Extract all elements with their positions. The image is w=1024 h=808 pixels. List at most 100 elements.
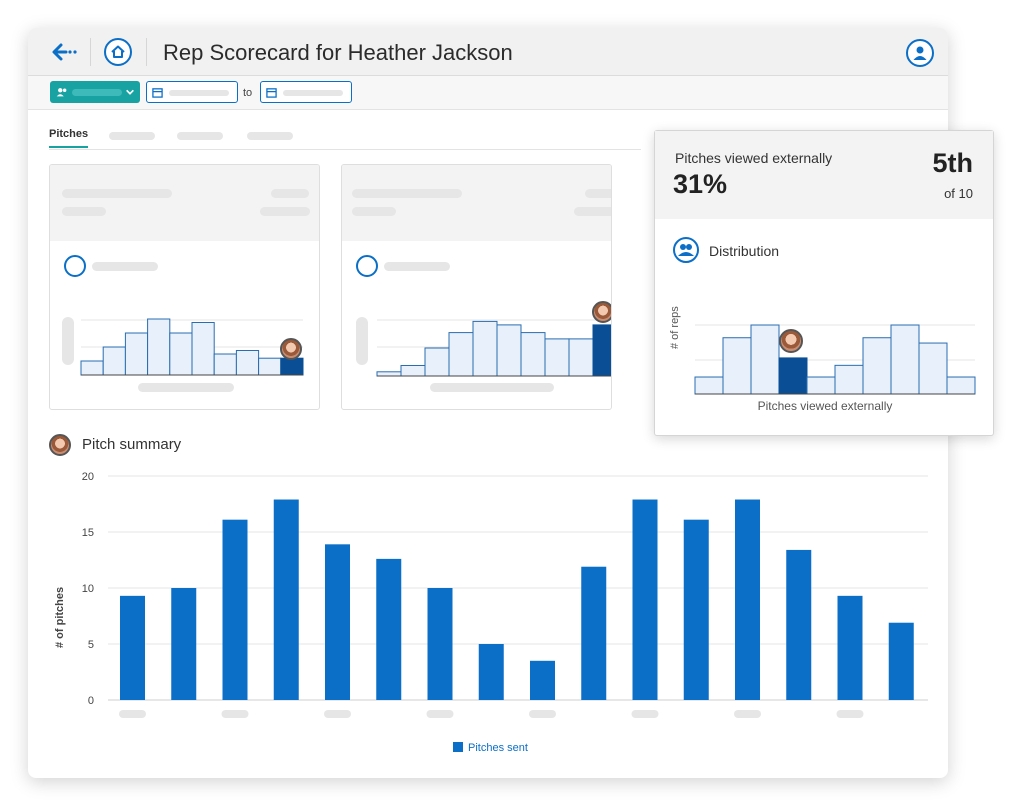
bar	[120, 595, 145, 700]
start-date-field[interactable]	[146, 81, 238, 103]
placeholder	[585, 189, 611, 198]
histogram-bar	[862, 337, 892, 395]
team-icon	[64, 255, 86, 277]
calendar-icon	[266, 88, 277, 98]
filter-bar: to	[28, 76, 948, 110]
home-button[interactable]	[104, 38, 132, 66]
histogram-bar	[918, 342, 948, 395]
date-placeholder	[283, 90, 343, 96]
histogram-bar	[890, 324, 920, 395]
distribution-histogram	[694, 324, 976, 395]
histogram-bar	[520, 332, 546, 377]
y-tick-label: 5	[88, 639, 94, 651]
title-bar: Rep Scorecard for Heather Jackson	[28, 28, 948, 76]
divider	[146, 38, 147, 66]
tab-placeholder[interactable]	[109, 132, 155, 140]
placeholder	[574, 207, 611, 216]
distribution-x-label: Pitches viewed externally	[757, 399, 893, 413]
user-profile-button[interactable]	[906, 39, 934, 67]
metric-card[interactable]	[341, 164, 612, 410]
bar	[683, 519, 709, 700]
placeholder	[352, 207, 396, 216]
calendar-icon	[152, 88, 163, 98]
placeholder	[62, 189, 172, 198]
histogram-bar	[750, 324, 780, 395]
placeholder	[62, 207, 106, 216]
histogram-bar	[235, 350, 260, 376]
tab-placeholder[interactable]	[177, 132, 223, 140]
mini-histogram	[376, 319, 611, 377]
end-date-field[interactable]	[260, 81, 352, 103]
rep-selector-placeholder	[72, 89, 122, 96]
card-header	[342, 165, 611, 241]
highlighted-bar	[778, 357, 808, 395]
x-tick-placeholder	[119, 710, 146, 718]
x-tick-placeholder	[426, 710, 454, 718]
bar	[376, 558, 402, 700]
home-icon	[111, 45, 125, 58]
team-icon	[356, 255, 378, 277]
histogram-bar	[496, 324, 522, 377]
user-icon	[913, 46, 927, 60]
placeholder	[384, 262, 450, 271]
y-tick-label: 10	[82, 583, 94, 595]
histogram-bar	[80, 360, 104, 376]
x-tick-placeholder	[221, 710, 249, 718]
x-tick-placeholder	[631, 710, 659, 718]
histogram-bar	[946, 376, 976, 395]
mini-histogram	[80, 318, 304, 376]
distribution-title: Distribution	[709, 243, 780, 259]
bar	[171, 588, 197, 700]
placeholder	[260, 207, 310, 216]
metric-card[interactable]	[49, 164, 320, 410]
histogram-bar	[834, 364, 864, 395]
placeholder	[92, 262, 158, 271]
bar	[837, 595, 863, 700]
bar	[786, 549, 812, 700]
placeholder	[430, 383, 554, 392]
bar	[735, 499, 760, 700]
metric-rank: 5th	[932, 148, 974, 178]
metric-rank-total: of 10	[944, 186, 973, 201]
y-tick-label: 15	[82, 527, 94, 539]
histogram-bar	[147, 318, 171, 376]
histogram-bar	[376, 371, 402, 377]
histogram-bar	[213, 353, 237, 376]
placeholder	[352, 189, 462, 198]
pitch-summary-title: Pitch summary	[82, 436, 182, 453]
bar	[273, 499, 299, 700]
highlighted-bar	[592, 324, 611, 377]
histogram-bar	[124, 332, 149, 376]
histogram-bar	[448, 332, 474, 377]
bar	[427, 588, 453, 700]
chevron-down-icon	[126, 89, 134, 95]
placeholder	[138, 383, 234, 392]
tab-bar: Pitches	[49, 128, 641, 150]
rep-avatar	[779, 329, 803, 353]
placeholder	[62, 317, 74, 365]
legend-swatch	[453, 742, 463, 752]
x-tick-placeholder	[836, 710, 864, 718]
team-icon	[673, 237, 699, 263]
bar	[325, 544, 350, 700]
users-icon	[56, 88, 67, 97]
page-title: Rep Scorecard for Heather Jackson	[163, 40, 513, 65]
x-tick-placeholder	[324, 710, 351, 718]
histogram-bar	[722, 337, 752, 395]
bar	[632, 499, 658, 700]
back-arrow-icon[interactable]	[50, 40, 78, 64]
metric-detail-popup: Pitches viewed externally 31% 5th of 10 …	[654, 130, 994, 436]
histogram-bar	[544, 338, 570, 377]
rep-selector[interactable]	[50, 81, 140, 103]
tab-pitches[interactable]: Pitches	[49, 128, 89, 148]
pitch-summary-chart: 0 5 10 15 20	[82, 471, 928, 718]
chart-legend[interactable]: Pitches sent	[453, 742, 528, 754]
x-tick-placeholder	[529, 710, 556, 718]
date-range-separator: to	[243, 87, 253, 99]
metric-label: Pitches viewed externally	[675, 150, 833, 166]
histogram-bar	[102, 346, 126, 376]
date-placeholder	[169, 90, 229, 96]
tab-placeholder[interactable]	[247, 132, 293, 140]
bar	[222, 519, 248, 700]
popup-header: Pitches viewed externally 31% 5th of 10	[655, 131, 993, 219]
